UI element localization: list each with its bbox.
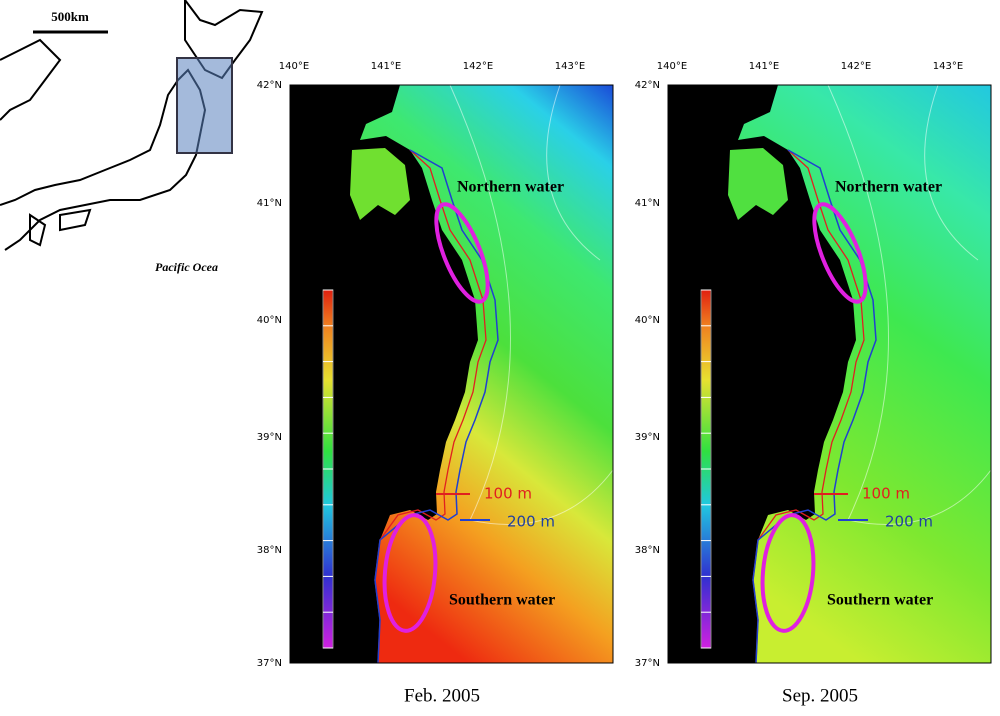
colorbar-tick-label: 5 bbox=[347, 464, 353, 475]
northern-water-label: Northern water bbox=[457, 179, 564, 196]
coastline bbox=[184, 0, 264, 80]
isobath-200m-label: 200 m bbox=[507, 513, 555, 531]
colorbar-tick-label: 8 bbox=[347, 357, 353, 368]
lat-label: 42°N bbox=[635, 80, 660, 91]
coastline bbox=[29, 208, 92, 247]
scale-label: 500km bbox=[51, 9, 89, 24]
southern-water-ellipse bbox=[760, 513, 816, 633]
colorbar-unit: [°C] bbox=[696, 266, 716, 277]
lat-label: 40°N bbox=[257, 315, 282, 326]
sst-panel: 140°E 141°E 142°E 143°E 42°N 41°N 40°N 39°N 38°N… bbox=[257, 61, 614, 706]
lon-label: 140°E bbox=[279, 61, 309, 72]
colorbar-tick-label: 16 bbox=[722, 643, 735, 654]
isobath-200m bbox=[374, 149, 499, 664]
colorbar-tick-label: 6 bbox=[347, 428, 353, 439]
lon-label: 142°E bbox=[841, 61, 871, 72]
colorbar-tick-label: 22 bbox=[722, 428, 735, 439]
lat-label: 38°N bbox=[257, 545, 282, 556]
colorbar-unit: [°C] bbox=[318, 266, 338, 277]
lon-label: 141°E bbox=[371, 61, 401, 72]
land bbox=[290, 85, 478, 663]
ocean-label: Pacific Ocea bbox=[155, 260, 218, 274]
colorbar-tick-label: 20 bbox=[722, 500, 735, 511]
land bbox=[668, 85, 856, 663]
peninsula-shelf bbox=[350, 148, 410, 220]
colorbar-tick-label: 17 bbox=[722, 607, 735, 618]
southern-water-ellipse bbox=[382, 513, 438, 633]
lon-label: 141°E bbox=[749, 61, 779, 72]
map-frame bbox=[289, 84, 614, 664]
colorbar-tick-label: 23 bbox=[722, 392, 735, 403]
lat-label: 40°N bbox=[635, 315, 660, 326]
colorbar-tick-label: 4 bbox=[347, 500, 353, 511]
lon-label: 142°E bbox=[463, 61, 493, 72]
lat-label: 39°N bbox=[635, 432, 660, 443]
lon-label: 143°E bbox=[933, 61, 963, 72]
coastline bbox=[4, 68, 207, 251]
lat-label: 38°N bbox=[635, 545, 660, 556]
colorbar-tick-label: 0 bbox=[347, 643, 353, 654]
panel-caption: Feb. 2005 bbox=[404, 685, 480, 706]
colorbar-tick-label: 19 bbox=[722, 536, 735, 547]
southern-water-label: Southern water bbox=[449, 592, 555, 609]
colorbar-tick-label: 24 bbox=[722, 357, 735, 368]
isobath-100m-label: 100 m bbox=[862, 485, 910, 503]
peninsula-shelf bbox=[728, 148, 788, 220]
colorbar-tick-label: 21 bbox=[722, 464, 735, 475]
isobath-200m-label: 200 m bbox=[885, 513, 933, 531]
colorbar-tick-label: 9 bbox=[347, 321, 353, 332]
contour bbox=[827, 84, 992, 525]
colorbar-tick-label: 7 bbox=[347, 392, 353, 403]
lon-label: 143°E bbox=[555, 61, 585, 72]
lat-label: 41°N bbox=[257, 198, 282, 209]
colorbar-tick-label: 18 bbox=[722, 571, 735, 582]
lat-label: 41°N bbox=[635, 198, 660, 209]
isobath-100m bbox=[752, 149, 865, 664]
panel-caption: Sep. 2005 bbox=[782, 685, 858, 706]
lat-label: 42°N bbox=[257, 80, 282, 91]
colorbar-tick-label: 26 bbox=[722, 285, 735, 296]
isobath-100m-label: 100 m bbox=[484, 485, 532, 503]
lon-label: 140°E bbox=[657, 61, 687, 72]
coastline bbox=[0, 79, 179, 206]
inset-map bbox=[0, 0, 264, 251]
isobath-200m bbox=[752, 149, 877, 664]
colorbar-tick-label: 2 bbox=[347, 571, 353, 582]
study-area-box bbox=[176, 57, 233, 154]
lat-label: 39°N bbox=[257, 432, 282, 443]
northern-water-ellipse bbox=[434, 202, 490, 304]
isobath-100m bbox=[374, 149, 487, 664]
northern-water-label: Northern water bbox=[835, 179, 942, 196]
colorbar-tick-label: 25 bbox=[722, 321, 735, 332]
coastline bbox=[0, 38, 62, 121]
northern-water-ellipse bbox=[812, 202, 868, 304]
lat-label: 37°N bbox=[257, 658, 282, 669]
lat-label: 37°N bbox=[635, 658, 660, 669]
colorbar-tick-label: 1 bbox=[347, 607, 353, 618]
map-frame bbox=[667, 84, 992, 664]
colorbar-tick-label: 10 bbox=[344, 285, 357, 296]
sst-panel: 140°E 141°E 142°E 143°E 42°N 41°N 40°N 39°N 38°N… bbox=[635, 61, 992, 706]
southern-water-label: Southern water bbox=[827, 592, 933, 609]
colorbar-tick-label: 3 bbox=[347, 536, 353, 547]
contour bbox=[449, 84, 614, 525]
